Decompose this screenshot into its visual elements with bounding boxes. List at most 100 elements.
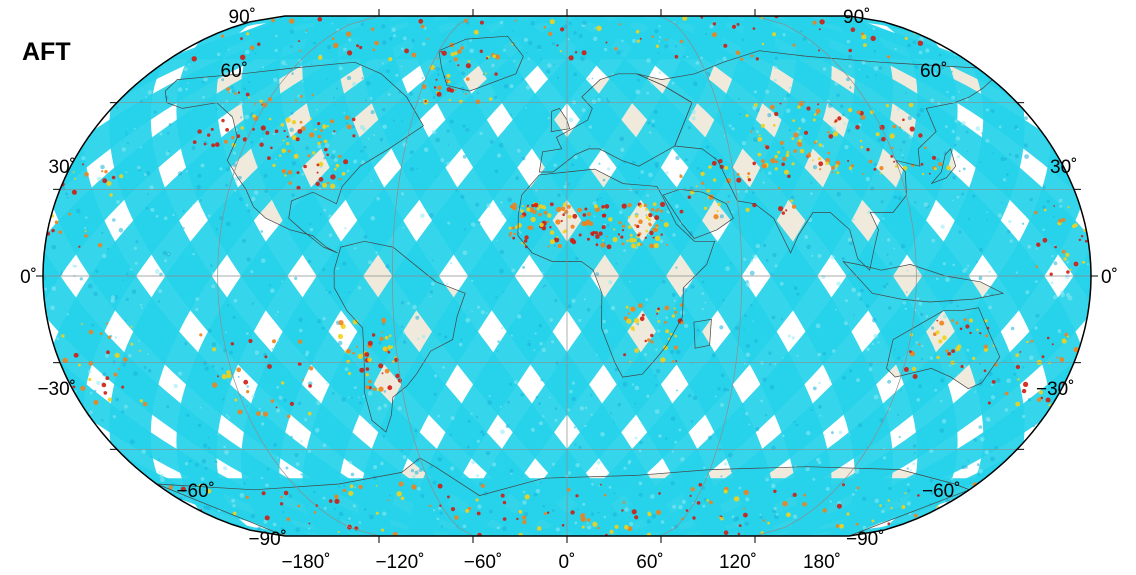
anomaly-speck [1045, 397, 1051, 403]
anomaly-speck [652, 202, 657, 207]
swath-speckle [297, 94, 301, 98]
anomaly-speck [566, 204, 571, 209]
anomaly-speck [983, 369, 987, 373]
anomaly-speck [226, 87, 231, 91]
swath-speckle [782, 33, 786, 37]
swath-speckle [731, 515, 735, 519]
swath-speckle [1032, 424, 1036, 428]
anomaly-speck [1043, 208, 1047, 212]
anomaly-speck [855, 522, 859, 526]
anomaly-speck [1036, 242, 1041, 247]
swath-speckle [94, 389, 97, 393]
swath-speckle [182, 227, 185, 229]
swath-speckle [477, 504, 482, 509]
anomaly-speck [984, 319, 988, 323]
anomaly-speck [107, 397, 112, 402]
swath-speckle [125, 133, 128, 136]
swath-speckle [1016, 128, 1019, 131]
anomaly-speck [312, 151, 316, 155]
swath-speckle [388, 494, 391, 497]
swath-speckle [313, 41, 316, 45]
coastline [517, 168, 716, 378]
swath-speckle [958, 90, 961, 93]
swath-speckle [121, 410, 125, 414]
anomaly-speck [180, 486, 186, 492]
anomaly-speck [669, 332, 673, 336]
swath-speckle [952, 199, 954, 202]
anomaly-speck [831, 171, 834, 174]
anomaly-speck [560, 206, 566, 212]
swath-speckle [389, 270, 392, 272]
swath-speckle [865, 304, 870, 308]
anomaly-speck [372, 387, 376, 391]
anomaly-speck [578, 233, 582, 237]
swath-speckle [967, 218, 971, 221]
swath-speckle [818, 381, 821, 385]
anomaly-speck [904, 36, 908, 41]
swath-speckle [167, 252, 170, 256]
swath-speckle [480, 310, 485, 315]
swath-speckle [787, 334, 792, 338]
swath-speckle [535, 488, 541, 494]
swath-speckle [462, 524, 467, 528]
anomaly-speck [334, 167, 337, 171]
swath-speckle [185, 87, 188, 91]
anomaly-speck [723, 530, 729, 535]
swath-speckle [201, 459, 207, 464]
swath-speckle [1042, 185, 1046, 189]
anomaly-speck [352, 319, 358, 325]
anomaly-speck [631, 509, 637, 515]
anomaly-speck [696, 501, 701, 505]
swath-speckle [521, 78, 524, 81]
swath-speckle [701, 330, 704, 334]
swath-speckle [612, 512, 617, 517]
swath-speckle [918, 301, 923, 306]
anomaly-speck [453, 57, 458, 62]
anomaly-speck [636, 224, 640, 229]
swath-speckle [900, 389, 903, 392]
swath-speckle [1004, 157, 1007, 161]
lat-label-right-minus-30: −30˚ [1036, 379, 1075, 400]
swath-speckle [318, 184, 323, 188]
swath-speckle [277, 339, 280, 342]
swath-speckle [56, 337, 60, 341]
swath-speckle [767, 171, 772, 176]
swath-speckle [846, 77, 850, 82]
swath-speckle [330, 154, 336, 160]
anomaly-speck [772, 123, 776, 127]
anomaly-speck [78, 245, 81, 248]
swath-speckle [225, 331, 228, 334]
anomaly-speck [797, 141, 803, 147]
swath-speckle [184, 342, 188, 346]
swath-speckle [956, 155, 961, 159]
anomaly-speck [939, 320, 945, 326]
swath-speckle [936, 157, 940, 162]
anomaly-speck [271, 339, 277, 344]
swath-speckle [247, 209, 251, 213]
anomaly-speck [791, 137, 795, 141]
swath-speckle [621, 39, 624, 42]
swath-band [690, 16, 1091, 536]
swath-speckle [873, 162, 877, 166]
graticule [43, 16, 1091, 536]
anomaly-speck [595, 243, 599, 247]
anomaly-speck [538, 212, 542, 217]
swath-speckle [956, 305, 959, 308]
swath-speckle [765, 259, 769, 262]
swath-speckle [583, 298, 586, 301]
swath-speckle [811, 254, 814, 257]
swath-speckle [397, 406, 402, 411]
anomaly-speck [448, 99, 452, 102]
anomaly-speck [139, 399, 143, 403]
swath-speckle [401, 192, 405, 196]
swath-speckle [433, 392, 437, 396]
swath-speckle [407, 302, 410, 305]
swath-speckle [343, 111, 346, 114]
swath-speckle [902, 129, 905, 132]
swath-speckle [972, 194, 976, 198]
anomaly-speck [618, 221, 622, 225]
anomaly-speck [284, 174, 287, 177]
swath-speckle [573, 155, 578, 160]
swath-speckle [874, 74, 877, 77]
anomaly-speck [783, 169, 790, 175]
